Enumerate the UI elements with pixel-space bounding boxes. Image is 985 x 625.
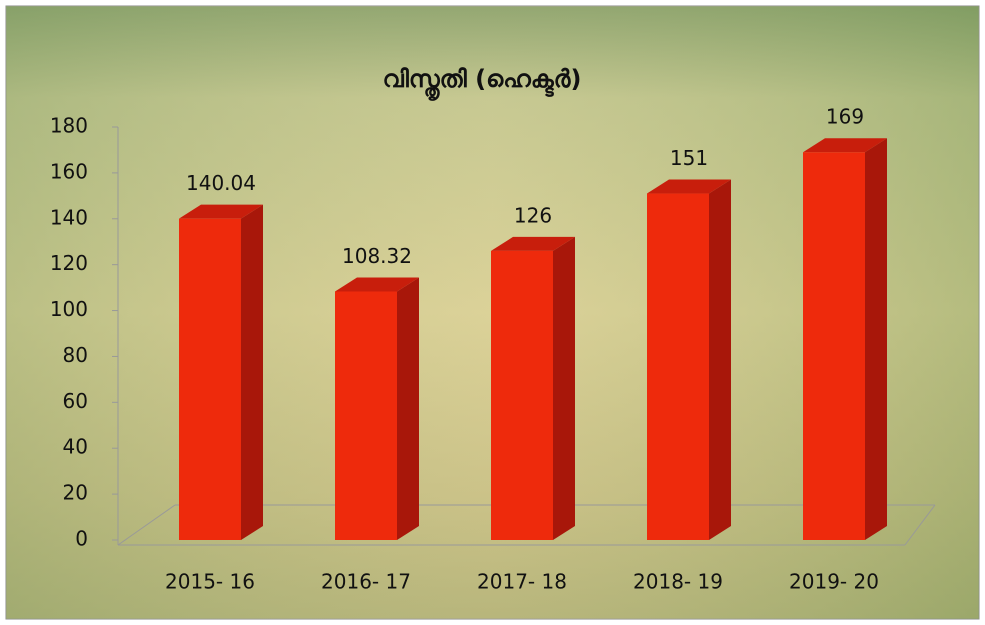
y-tick-label: 20 (63, 481, 88, 505)
y-tick-label: 60 (63, 389, 88, 413)
bar-side (553, 236, 575, 540)
y-tick-label: 120 (50, 251, 88, 275)
y-tick-label: 40 (63, 435, 88, 459)
y-tick-label: 0 (75, 527, 88, 551)
data-label: 126 (514, 203, 552, 227)
x-tick-label: 2017- 18 (477, 570, 567, 594)
bar (335, 291, 397, 540)
floor-left (117, 504, 176, 546)
y-tick-label: 180 (50, 114, 88, 138)
data-label: 151 (670, 146, 708, 170)
bar-side (241, 204, 263, 540)
bar (179, 218, 241, 540)
bar (803, 152, 865, 540)
x-tick-label: 2016- 17 (321, 570, 411, 594)
x-tick-label: 2015- 16 (165, 570, 255, 594)
bar-side (709, 179, 731, 541)
y-tick-label: 80 (63, 343, 88, 367)
bar-top (179, 204, 263, 219)
data-label: 108.32 (342, 244, 412, 268)
bar-top (647, 179, 731, 194)
y-tick-label: 100 (50, 297, 88, 321)
y-tick-label: 140 (50, 205, 88, 229)
bar (491, 250, 553, 540)
floor-right (904, 504, 936, 546)
y-tick-label: 160 (50, 159, 88, 183)
bar-top (335, 277, 419, 292)
bar-side (397, 277, 419, 540)
bar-top (803, 138, 887, 153)
x-tick-label: 2019- 20 (789, 570, 879, 594)
bar-side (865, 138, 887, 540)
x-tick-label: 2018- 19 (633, 570, 723, 594)
data-label: 140.04 (186, 171, 256, 195)
data-label: 169 (826, 105, 864, 129)
bar (647, 193, 709, 541)
bar-top (491, 236, 575, 251)
